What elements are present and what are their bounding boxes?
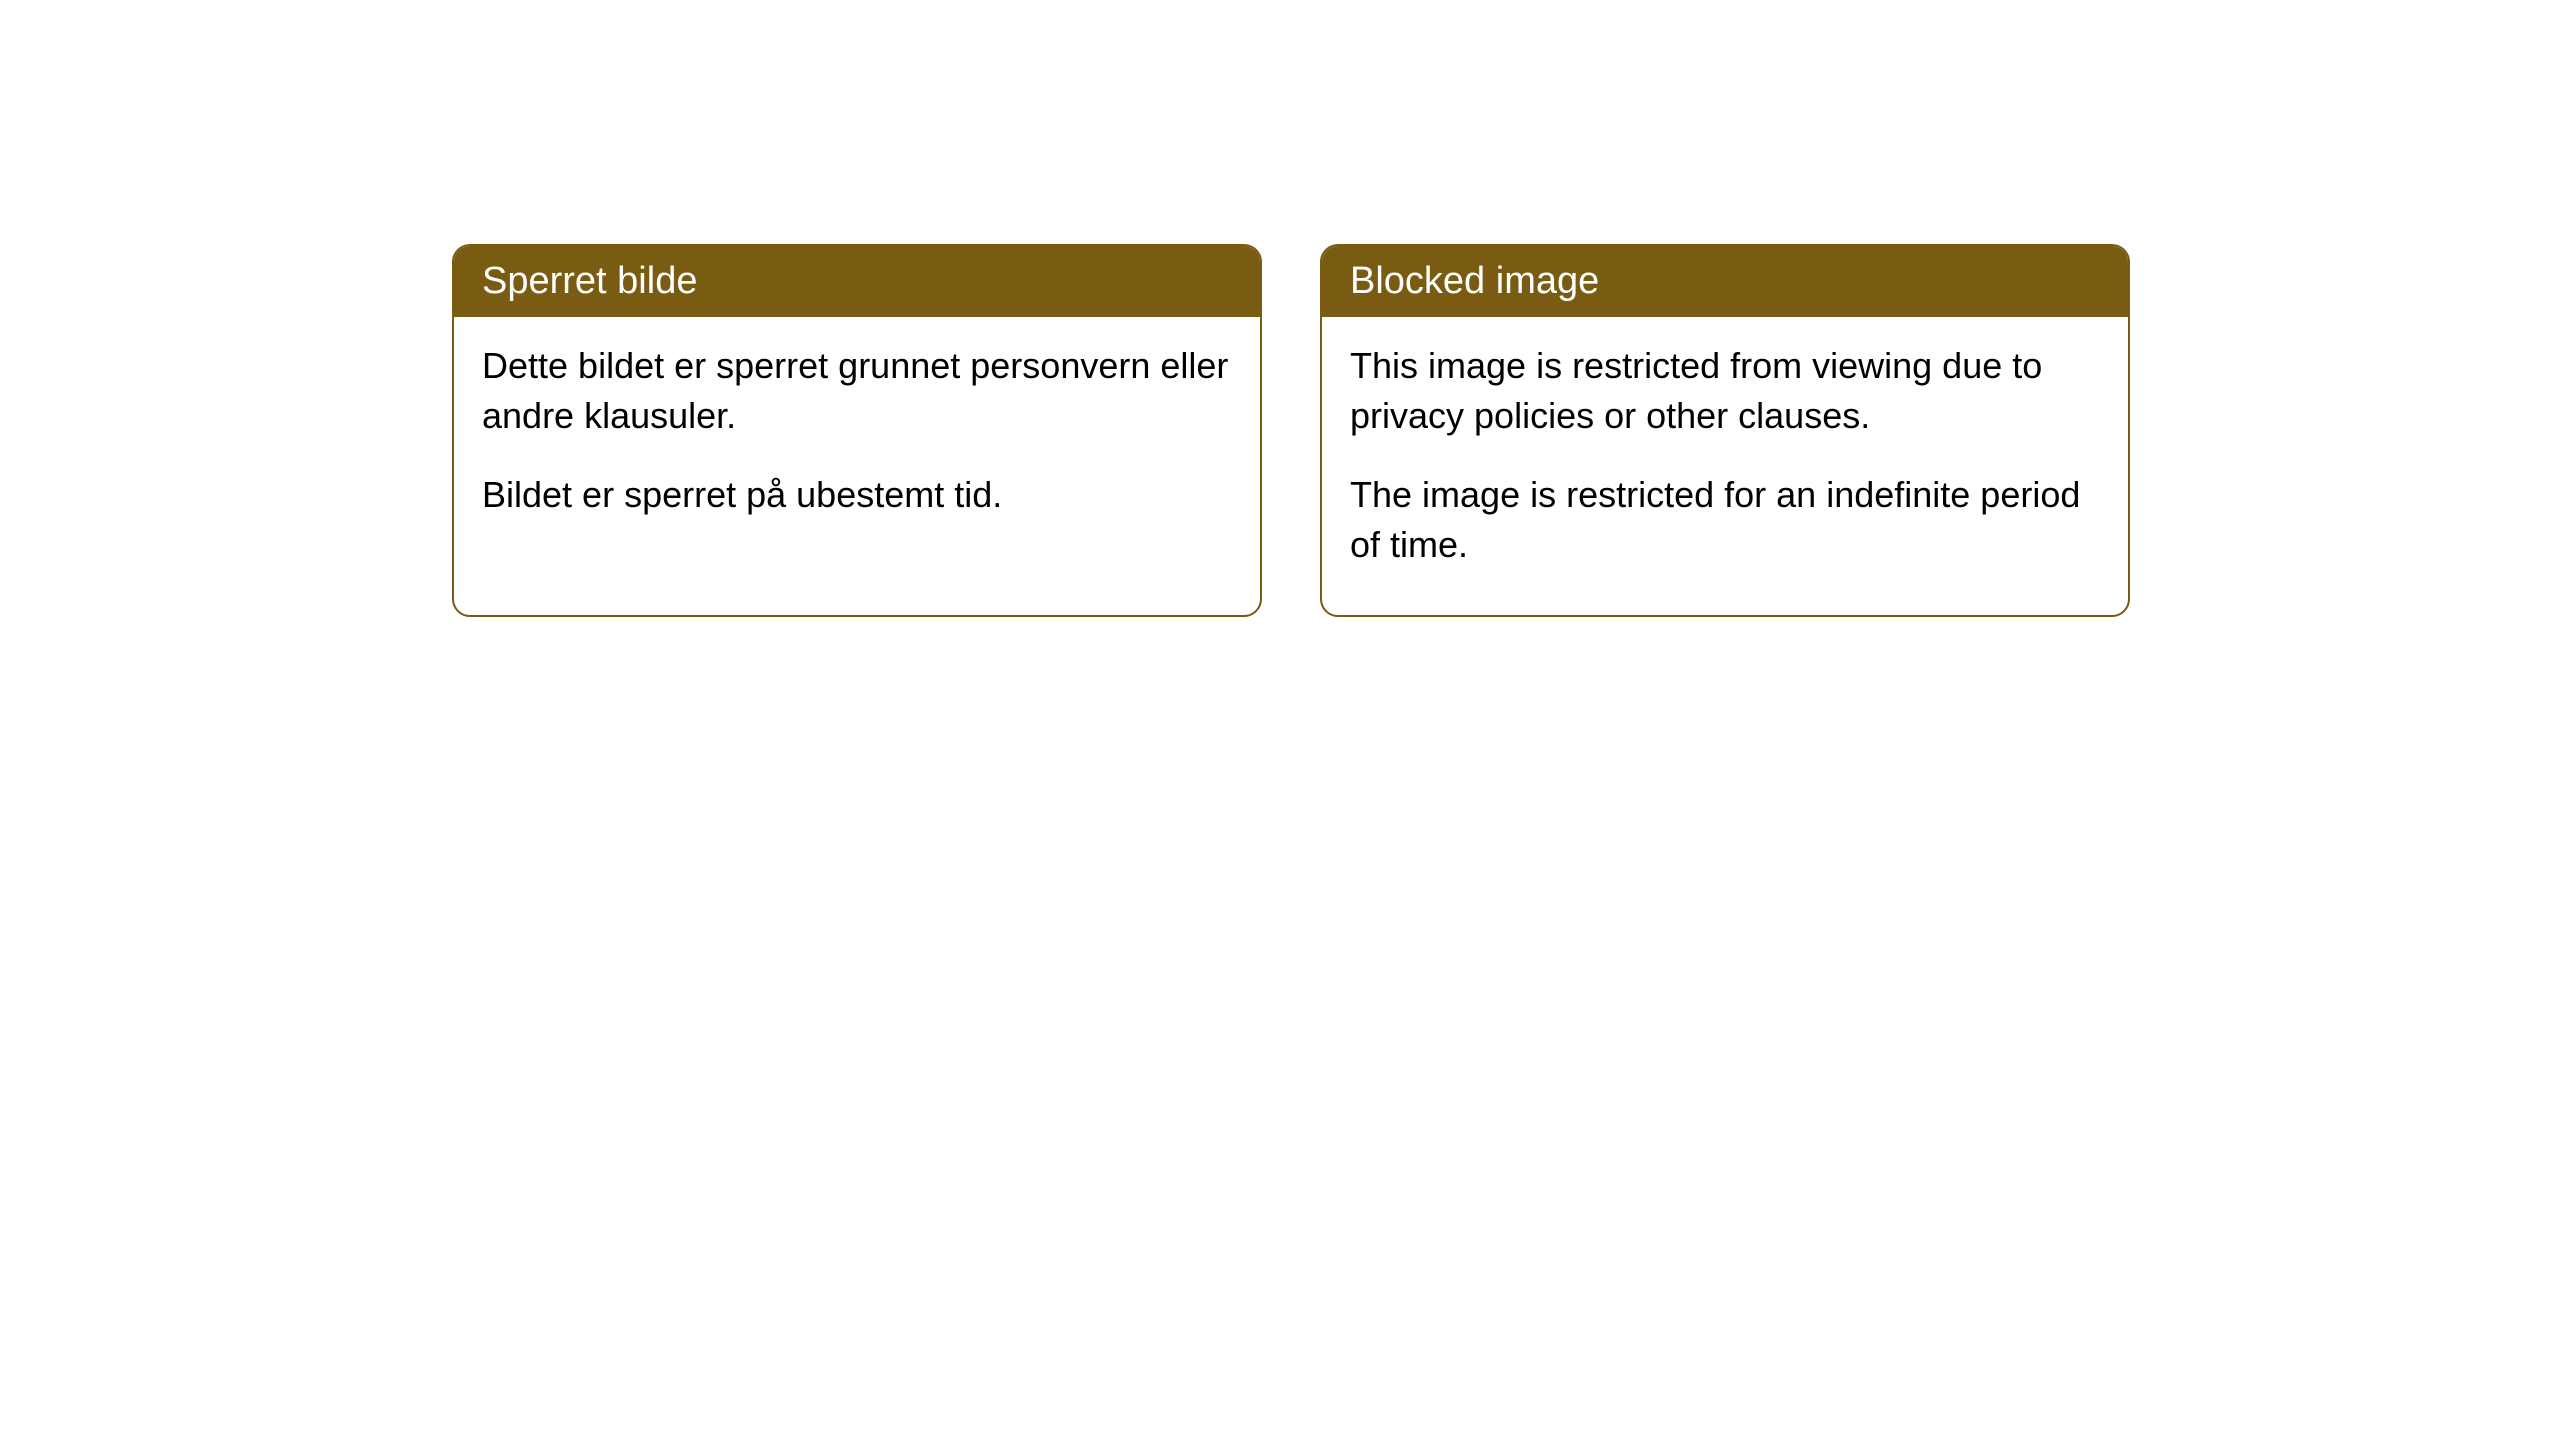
card-body-no: Dette bildet er sperret grunnet personve… — [454, 317, 1260, 564]
cards-container: Sperret bilde Dette bildet er sperret gr… — [0, 0, 2560, 617]
blocked-image-card-en: Blocked image This image is restricted f… — [1320, 244, 2130, 617]
card-body-en: This image is restricted from viewing du… — [1322, 317, 2128, 615]
card-paragraph-1-en: This image is restricted from viewing du… — [1350, 341, 2100, 442]
card-paragraph-2-no: Bildet er sperret på ubestemt tid. — [482, 470, 1232, 520]
card-paragraph-2-en: The image is restricted for an indefinit… — [1350, 470, 2100, 571]
card-paragraph-1-no: Dette bildet er sperret grunnet personve… — [482, 341, 1232, 442]
card-header-no: Sperret bilde — [454, 246, 1260, 317]
blocked-image-card-no: Sperret bilde Dette bildet er sperret gr… — [452, 244, 1262, 617]
card-title-no: Sperret bilde — [482, 260, 697, 302]
card-header-en: Blocked image — [1322, 246, 2128, 317]
card-title-en: Blocked image — [1350, 260, 1599, 302]
